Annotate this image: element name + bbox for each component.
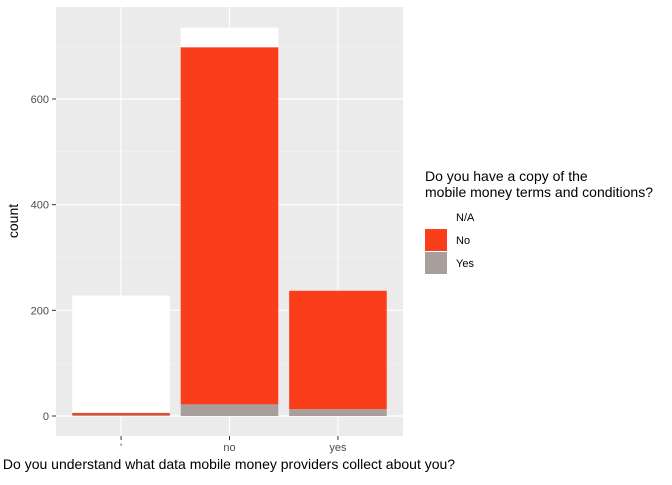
- bar-no-no: [180, 47, 279, 405]
- bar-na-blank: [72, 295, 170, 413]
- y-axis-title: count: [5, 204, 21, 238]
- legend-title-line: Do you have a copy of the: [425, 168, 588, 184]
- legend-label-na: N/A: [456, 212, 475, 224]
- legend: Do you have a copy of the mobile money te…: [425, 168, 653, 274]
- bar-yes-yes: [289, 409, 387, 416]
- y-tick-label: 200: [31, 305, 49, 317]
- x-axis: ' no yes: [120, 436, 347, 454]
- bar-yes-no: [180, 404, 279, 416]
- x-tick-label: yes: [329, 442, 347, 454]
- bar-no-blank: [72, 412, 170, 415]
- bars: [72, 27, 387, 416]
- bar-na-no: [180, 27, 279, 48]
- legend-label-no: No: [456, 235, 470, 247]
- y-tick-label: 400: [31, 200, 49, 212]
- legend-title-line: mobile money terms and conditions?: [425, 184, 653, 200]
- legend-key-na: [425, 206, 447, 228]
- x-tick-label: no: [223, 442, 235, 454]
- legend-title: Do you have a copy of the mobile money te…: [425, 168, 653, 200]
- x-axis-title: Do you understand what data mobile money…: [3, 456, 455, 472]
- y-axis: 0 200 400 600: [31, 94, 56, 423]
- bar-no-yes: [289, 290, 387, 410]
- y-tick-label: 600: [31, 94, 49, 106]
- legend-key-no: [425, 229, 447, 251]
- y-tick-label: 0: [43, 411, 49, 423]
- bar-yes-blank: [72, 414, 170, 416]
- legend-key-yes: [425, 252, 447, 274]
- legend-label-yes: Yes: [456, 258, 474, 270]
- x-tick-label: ': [120, 442, 122, 454]
